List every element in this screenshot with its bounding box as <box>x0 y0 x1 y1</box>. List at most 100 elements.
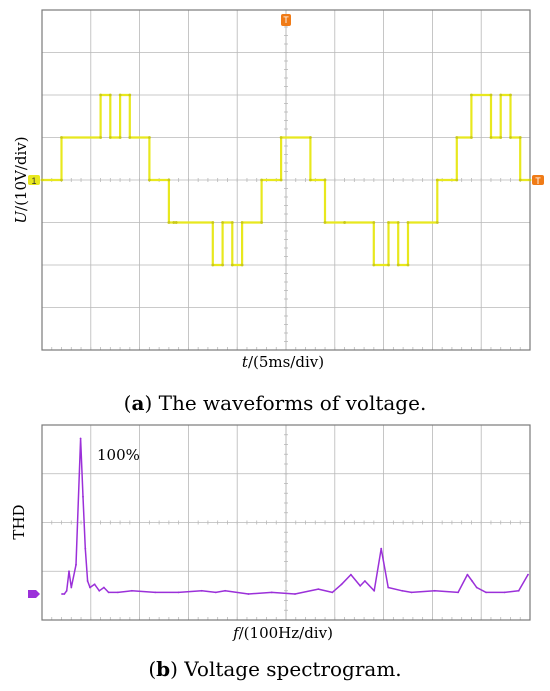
waveform-point <box>174 221 178 224</box>
caption-a-text: The waveforms of voltage. <box>152 391 426 415</box>
spectrum-point <box>70 586 73 589</box>
spectrum-grid <box>41 424 531 621</box>
channel-1-label: 1 <box>31 176 36 186</box>
scope-grid <box>41 9 531 351</box>
spectrum-point <box>68 570 70 573</box>
waveform-point <box>528 178 532 182</box>
y-axis-label: U/(10V/div) <box>12 136 30 223</box>
waveform-point <box>406 263 410 267</box>
y-axis-var: U <box>12 210 30 224</box>
spectrum-point <box>98 589 101 592</box>
waveform-point <box>60 136 63 139</box>
trigger-top-label: T <box>283 15 289 25</box>
spectrum-x-axis-label: f/(100Hz/div) <box>232 624 333 642</box>
waveform-point <box>211 221 215 224</box>
spectrum-point <box>214 591 217 594</box>
spectrum-point <box>224 589 227 592</box>
spectrum-point <box>61 593 63 595</box>
waveform-point <box>221 263 225 267</box>
spectrum-point <box>340 583 343 586</box>
spectrum-trace <box>61 437 529 595</box>
waveform-point <box>435 221 439 224</box>
spectrum-point <box>364 580 366 582</box>
peak-label: 100% <box>97 446 140 464</box>
caption-b-text: Voltage spectrogram. <box>178 657 402 681</box>
waveform-point <box>260 178 263 182</box>
waveform-point <box>221 221 225 224</box>
waveform-point <box>240 221 244 224</box>
spectrum-point <box>387 586 390 589</box>
waveform-point <box>260 221 263 224</box>
caption-b: (b) Voltage spectrogram. <box>148 657 401 681</box>
spectrum-point <box>401 589 404 592</box>
waveform-point <box>372 263 376 267</box>
waveform-point <box>489 93 493 97</box>
waveform-point <box>279 136 283 139</box>
waveform-point <box>509 93 512 97</box>
waveform-point <box>148 178 151 182</box>
waveform-trace <box>40 93 532 267</box>
waveform-point <box>406 221 410 224</box>
waveform-point <box>99 93 102 97</box>
spectrum-point <box>65 589 68 592</box>
waveform-point <box>470 93 473 97</box>
waveform-point <box>518 136 522 139</box>
spectrum-point <box>84 547 87 550</box>
caption-b-label: b <box>156 657 170 681</box>
waveform-point <box>396 221 400 224</box>
spectrum-point <box>154 591 157 594</box>
waveform-point <box>309 178 312 182</box>
waveform-point <box>172 221 176 224</box>
spectrum-point <box>200 589 203 592</box>
spectrum-point <box>79 437 82 440</box>
spectrum-point <box>270 591 273 594</box>
caption-a: (a) The waveforms of voltage. <box>124 391 427 415</box>
waveform-point <box>167 221 171 224</box>
spectrum-y-axis-label: THD <box>10 504 28 539</box>
spectrum-point <box>63 593 66 595</box>
trigger-top-marker: T <box>281 14 291 26</box>
spectrum-point <box>117 591 119 594</box>
spectrum-x-axis-var: f <box>232 624 241 642</box>
spectrum-panel: 100% THD f/(100Hz/div) (b) Voltage spect… <box>10 424 531 681</box>
waveform-point <box>509 136 512 139</box>
x-axis-unit: /(5ms/div) <box>248 353 324 371</box>
spectrum-point <box>247 593 250 595</box>
spectrum-point <box>89 586 91 589</box>
waveform-point <box>518 178 522 182</box>
spectrum-point <box>466 573 469 576</box>
waveform-point <box>118 136 122 139</box>
voltage-waveform-panel: 1 T T U/(10V/div) t/(5ms/div) (a) The wa… <box>12 9 544 415</box>
trigger-right-marker: T <box>532 175 544 186</box>
spectrum-point <box>131 589 133 592</box>
spectrum-frame <box>41 424 531 621</box>
spectrum-point <box>317 588 320 590</box>
x-axis-var: t <box>242 353 249 371</box>
waveform-point <box>108 136 112 139</box>
waveform-point <box>387 263 390 267</box>
spectrum-point <box>331 591 334 594</box>
spectrum-point <box>433 589 436 592</box>
spectrum-point <box>103 586 105 589</box>
waveform-point <box>489 136 493 139</box>
spectrum-point <box>485 591 487 594</box>
spectrum-point <box>75 563 77 566</box>
spectrum-point <box>475 586 478 589</box>
waveform-point <box>470 136 473 139</box>
waveform-point <box>167 178 171 182</box>
spectrum-point <box>82 495 84 498</box>
baseline-marker <box>28 590 40 598</box>
waveform-point <box>118 93 122 97</box>
spectrum-point <box>93 583 96 586</box>
waveform-point <box>372 221 376 224</box>
spectrum-point <box>527 573 529 576</box>
caption-a-label: a <box>131 391 144 415</box>
spectrum-point <box>410 591 413 594</box>
spectrum-point <box>380 547 383 550</box>
waveform-point <box>343 221 346 224</box>
waveform-point <box>99 136 102 139</box>
waveform-point <box>60 178 63 182</box>
waveform-point <box>323 178 327 182</box>
spectrum-point <box>373 589 376 592</box>
